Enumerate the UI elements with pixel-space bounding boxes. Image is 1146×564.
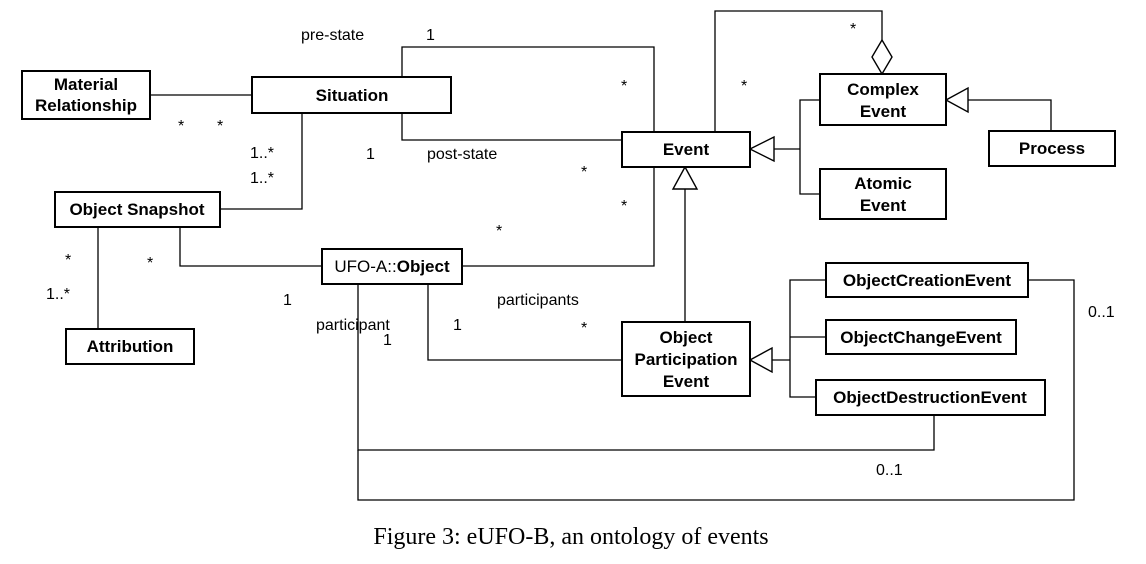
link-process-generalization xyxy=(968,99,1052,131)
object-destruction-event-label: ObjectDestructionEvent xyxy=(833,388,1027,407)
complex-generalization-triangle xyxy=(944,86,969,114)
event-generalization-triangle-bottom xyxy=(671,165,699,190)
class-event[interactable]: Event xyxy=(621,131,751,168)
material-relationship-line2: Relationship xyxy=(35,96,137,115)
object-creation-event-label: ObjectCreationEvent xyxy=(843,271,1011,290)
link-pre-state xyxy=(401,46,655,132)
class-atomic-event[interactable]: Atomic Event xyxy=(819,168,947,220)
label-snapshot-1n-b: 1..* xyxy=(250,170,274,187)
label-object-event-many: * xyxy=(496,223,502,240)
label-event-object-many: * xyxy=(621,198,627,215)
link-participants xyxy=(427,284,622,361)
link-snapshot-object xyxy=(179,227,322,267)
label-creation-0-1: 0..1 xyxy=(1088,304,1115,321)
label-material-many-1: * xyxy=(178,118,184,135)
label-participants-many: * xyxy=(581,320,587,337)
class-object-change-event[interactable]: ObjectChangeEvent xyxy=(825,319,1017,355)
label-participants-one: 1 xyxy=(453,317,462,334)
attribution-label: Attribution xyxy=(87,337,174,356)
ope-line2: Participation xyxy=(635,350,738,369)
link-object-event xyxy=(462,167,655,267)
class-material-relationship[interactable]: Material Relationship xyxy=(21,70,151,120)
label-post-state-many: * xyxy=(581,164,587,181)
label-post-state-one: 1 xyxy=(366,146,375,163)
label-participant-one: 1 xyxy=(383,332,392,349)
link-subevent-gen-branch xyxy=(799,99,820,195)
object-label: UFO-A::Object xyxy=(334,257,450,276)
class-complex-event[interactable]: Complex Event xyxy=(819,73,947,126)
link-post-state xyxy=(401,113,622,141)
label-snapshot-object-many: * xyxy=(147,255,153,272)
label-attribution-1n: 1..* xyxy=(46,286,70,303)
label-material-many-2: * xyxy=(217,118,223,135)
aggregation-diamond xyxy=(871,38,893,76)
ope-line1: Object xyxy=(660,328,713,347)
link-situation-snapshot xyxy=(220,113,303,210)
class-object[interactable]: UFO-A::Object xyxy=(321,248,463,285)
atomic-event-line1: Atomic xyxy=(854,174,912,193)
object-change-event-label: ObjectChangeEvent xyxy=(840,328,1002,347)
atomic-event-line2: Event xyxy=(860,196,907,215)
complex-event-line2: Event xyxy=(860,102,907,121)
object-snapshot-label: Object Snapshot xyxy=(69,200,204,219)
label-destruction-0-1: 0..1 xyxy=(876,462,903,479)
event-label: Event xyxy=(663,140,710,159)
label-complex-many-top: * xyxy=(850,21,856,38)
class-situation[interactable]: Situation xyxy=(251,76,452,114)
label-snapshot-object-one: 1 xyxy=(283,292,292,309)
link-ope-subtypes-branch xyxy=(789,279,826,398)
label-complex-many-left: * xyxy=(741,78,747,95)
figure-caption: Figure 3: eUFO-B, an ontology of events xyxy=(373,524,768,550)
complex-event-line1: Complex xyxy=(847,80,919,99)
label-participants: participants xyxy=(497,292,579,309)
link-event-complex-aggregation xyxy=(714,10,883,132)
link-participant-destruction xyxy=(357,284,935,451)
class-object-snapshot[interactable]: Object Snapshot xyxy=(54,191,221,228)
ope-generalization-triangle xyxy=(748,346,773,374)
object-name: Object xyxy=(397,257,450,276)
label-pre-state-many: * xyxy=(621,78,627,95)
label-pre-state-one: 1 xyxy=(426,27,435,44)
class-attribution[interactable]: Attribution xyxy=(65,328,195,365)
label-snapshot-1n-a: 1..* xyxy=(250,145,274,162)
material-relationship-line1: Material xyxy=(54,75,118,94)
label-participant: participant xyxy=(316,317,390,334)
object-prefix: UFO-A:: xyxy=(334,257,396,276)
label-pre-state: pre-state xyxy=(301,27,364,44)
class-object-participation-event[interactable]: Object Participation Event xyxy=(621,321,751,397)
label-attribution-many: * xyxy=(65,252,71,269)
class-process[interactable]: Process xyxy=(988,130,1116,167)
class-object-destruction-event[interactable]: ObjectDestructionEvent xyxy=(815,379,1046,416)
event-generalization-triangle-right xyxy=(748,135,775,163)
class-object-creation-event[interactable]: ObjectCreationEvent xyxy=(825,262,1029,298)
link-participant-creation xyxy=(357,279,1075,501)
ope-line3: Event xyxy=(663,372,710,391)
label-post-state: post-state xyxy=(427,146,497,163)
situation-label: Situation xyxy=(316,86,389,105)
process-label: Process xyxy=(1019,139,1085,158)
